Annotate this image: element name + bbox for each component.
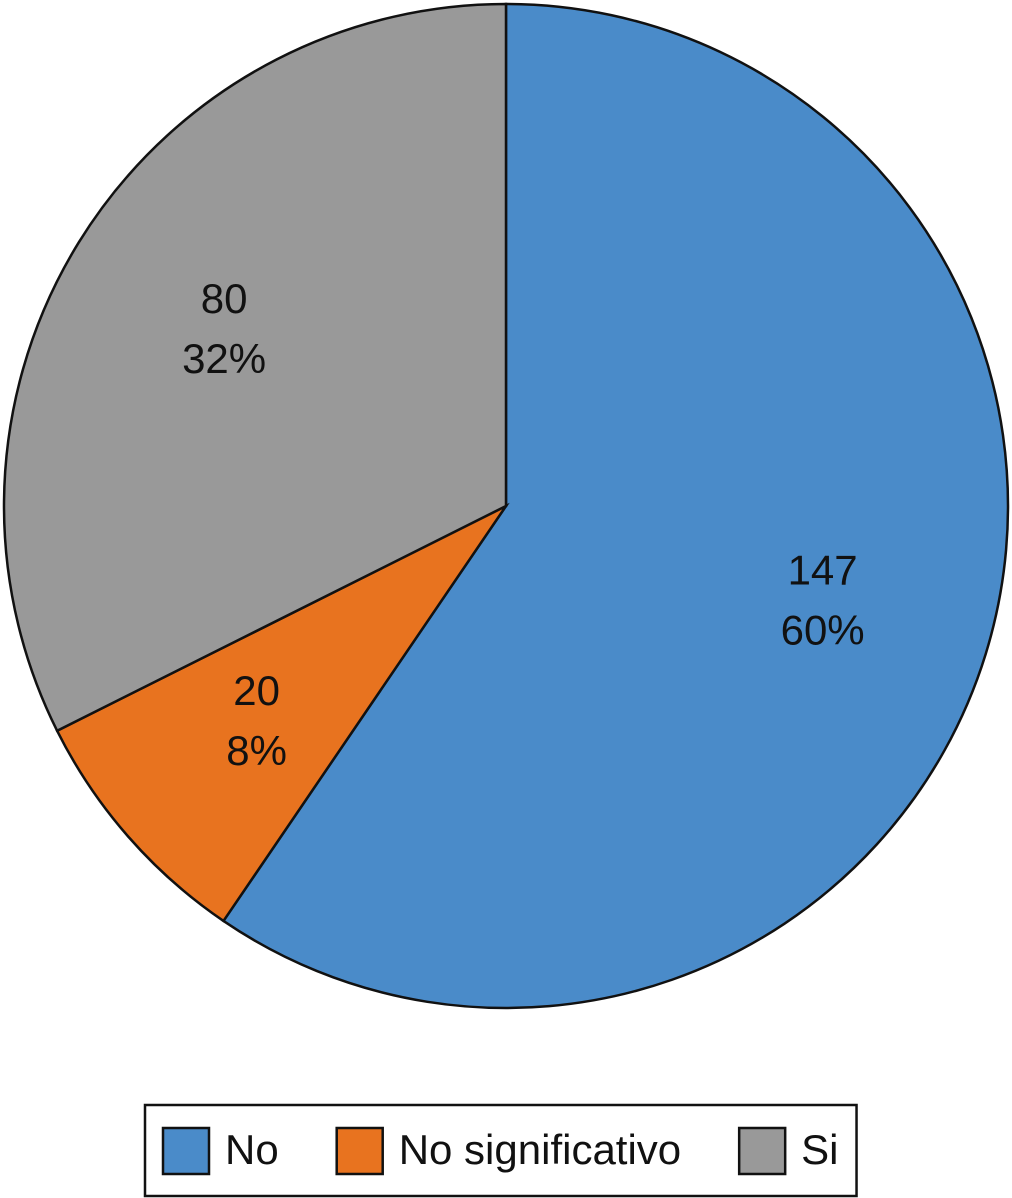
- data-label: 20: [233, 667, 280, 714]
- pie-slice: [221, 2, 1010, 1010]
- percent-label: 60%: [781, 607, 865, 654]
- legend-label: No: [225, 1126, 279, 1173]
- legend-label: Si: [801, 1126, 838, 1173]
- data-label: 147: [788, 547, 858, 594]
- legend-swatch: [161, 1126, 211, 1176]
- data-label: 80: [201, 275, 248, 322]
- legend-swatch: [335, 1126, 384, 1176]
- legend-swatch: [737, 1126, 787, 1176]
- legend-label: No significativo: [399, 1126, 681, 1173]
- pie-slice: [55, 502, 510, 923]
- pie-slice: [2, 2, 508, 733]
- percent-label: 32%: [182, 335, 266, 382]
- percent-label: 8%: [226, 727, 287, 774]
